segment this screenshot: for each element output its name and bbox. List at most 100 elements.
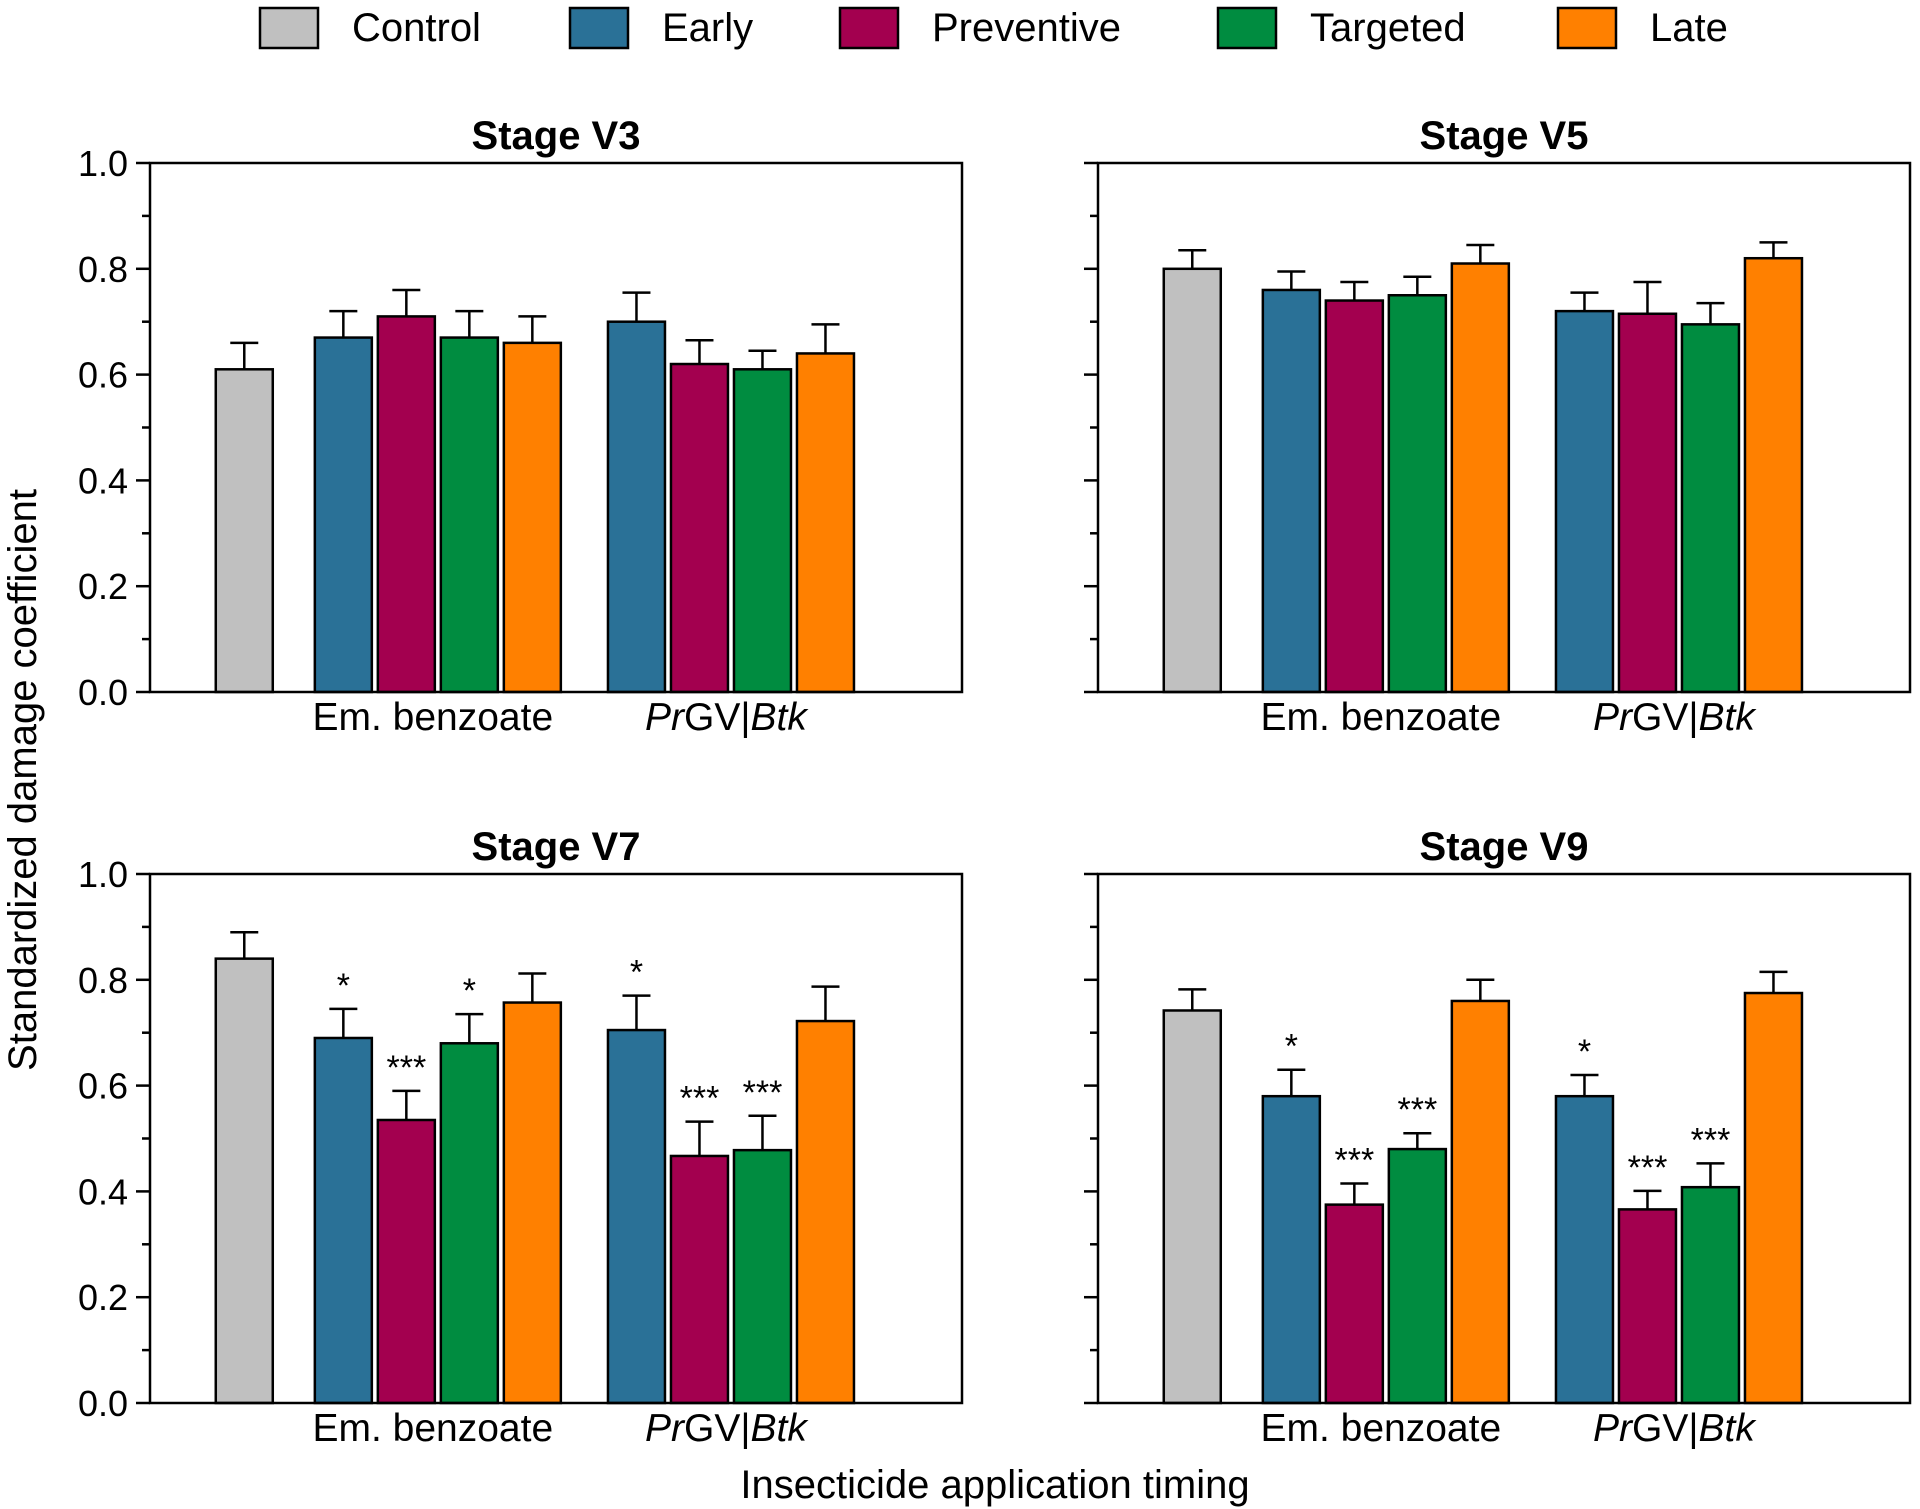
significance-label: * (1285, 1028, 1298, 1066)
legend-swatch (258, 6, 320, 50)
significance-label: *** (1628, 1149, 1668, 1187)
bar-late (795, 1019, 856, 1405)
y-tick-label: 1.0 (78, 143, 128, 184)
plot-frame (148, 872, 964, 1405)
y-tick-label: 0.6 (78, 355, 128, 396)
legend-swatch (1216, 6, 1278, 50)
bar-preventive (669, 362, 730, 694)
bar-late (502, 341, 563, 694)
bar-early (1554, 309, 1615, 694)
panel-stage-v3: Stage V3 0.0 0.2 0.4 0.6 0.8 1.0 Em. benzoate Pr… (78, 114, 964, 739)
bar-early (1261, 288, 1322, 694)
y-tick-label: 0.8 (78, 249, 128, 290)
legend-label: Late (1650, 6, 1728, 50)
y-axis-title: Standardized damage coefficient (1, 489, 45, 1071)
bar-preventive (1324, 299, 1385, 694)
group-label: Em. benzoate (1261, 696, 1502, 739)
bar-targeted (1680, 323, 1741, 694)
bar-targeted (1387, 294, 1448, 694)
bar-targeted (1680, 1185, 1741, 1405)
bar-late (1743, 991, 1804, 1405)
y-tick-label: 0.8 (78, 960, 128, 1001)
group-label: PrGV|Btk (1593, 696, 1757, 739)
y-tick-label: 0.4 (78, 1171, 128, 1212)
legend-item-control: Control (258, 6, 481, 50)
significance-label: *** (1691, 1121, 1731, 1159)
plot-frame (148, 161, 964, 694)
significance-label: *** (743, 1074, 783, 1112)
panel-stage-v5: Stage V5 Em. benzoate PrGV|Btk (1084, 114, 1912, 739)
bar-targeted (732, 368, 793, 694)
bar-targeted (439, 1042, 500, 1405)
significance-label: *** (386, 1049, 426, 1087)
bar-early (1261, 1094, 1322, 1405)
bar-control (1162, 267, 1223, 694)
group-label: Em. benzoate (1261, 1407, 1502, 1450)
bar-preventive (1617, 312, 1678, 694)
x-axis-title: Insecticide application timing (740, 1463, 1249, 1507)
plot-frame (1096, 872, 1912, 1405)
legend-label: Control (352, 6, 481, 50)
legend-item-targeted: Targeted (1216, 6, 1466, 50)
legend-item-preventive: Preventive (838, 6, 1121, 50)
bar-early (1554, 1094, 1615, 1405)
bar-preventive (1617, 1208, 1678, 1405)
bar-targeted (1387, 1147, 1448, 1405)
bar-early (606, 320, 667, 694)
y-tick-label: 0.2 (78, 1277, 128, 1318)
panel-stage-v7: Stage V70.00.20.40.60.81.0***** **** ***Em… (78, 825, 964, 1450)
y-tick-label: 0.4 (78, 460, 128, 501)
bar-early (313, 1036, 374, 1405)
legend: Control Early Preventive Targeted Late (258, 6, 1728, 50)
bar-targeted (732, 1148, 793, 1405)
plot-frame (1096, 161, 1912, 694)
group-label: PrGV|Btk (645, 696, 809, 739)
group-label: Em. benzoate (313, 1407, 554, 1450)
bar-early (606, 1028, 667, 1405)
significance-label: * (463, 972, 476, 1010)
significance-label: * (337, 967, 350, 1005)
panel-title: Stage V7 (472, 825, 641, 869)
bar-early (313, 336, 374, 694)
bar-late (1450, 262, 1511, 694)
panel-title: Stage V9 (1420, 825, 1589, 869)
legend-item-early: Early (568, 6, 753, 50)
bar-preventive (669, 1154, 730, 1405)
legend-label: Preventive (932, 6, 1121, 50)
significance-label: * (1578, 1033, 1591, 1071)
group-label: PrGV|Btk (1593, 1407, 1757, 1450)
significance-label: *** (680, 1080, 720, 1118)
bar-preventive (1324, 1203, 1385, 1405)
legend-swatch (568, 6, 630, 50)
y-tick-label: 0.6 (78, 1066, 128, 1107)
bar-targeted (439, 336, 500, 694)
significance-label: *** (1334, 1141, 1374, 1179)
bar-preventive (376, 315, 437, 694)
bar-late (1450, 999, 1511, 1405)
legend-label: Targeted (1310, 6, 1466, 50)
bar-late (502, 1001, 563, 1405)
legend-item-late: Late (1556, 6, 1728, 50)
panel-title: Stage V3 (472, 114, 641, 158)
legend-swatch (838, 6, 900, 50)
group-label: PrGV|Btk (645, 1407, 809, 1450)
y-tick-label: 0.0 (78, 672, 128, 713)
bar-control (214, 368, 275, 694)
bar-late (795, 352, 856, 694)
legend-label: Early (662, 6, 753, 50)
panel-title: Stage V5 (1420, 114, 1589, 158)
group-label: Em. benzoate (313, 696, 554, 739)
chart-panels: Stage V3 0.0 0.2 0.4 0.6 0.8 1.0 Em. benzoate Pr… (78, 114, 1912, 1450)
y-tick-label: 1.0 (78, 854, 128, 895)
panel-stage-v9: Stage V9**************Em. benzoate PrGV|B… (1084, 825, 1912, 1450)
bar-control (1162, 1009, 1223, 1405)
bar-late (1743, 256, 1804, 694)
significance-label: * (630, 954, 643, 992)
bar-control (214, 957, 275, 1405)
y-tick-label: 0.0 (78, 1383, 128, 1424)
legend-swatch (1556, 6, 1618, 50)
bar-preventive (376, 1118, 437, 1405)
significance-label: *** (1397, 1091, 1437, 1129)
y-tick-label: 0.2 (78, 566, 128, 607)
